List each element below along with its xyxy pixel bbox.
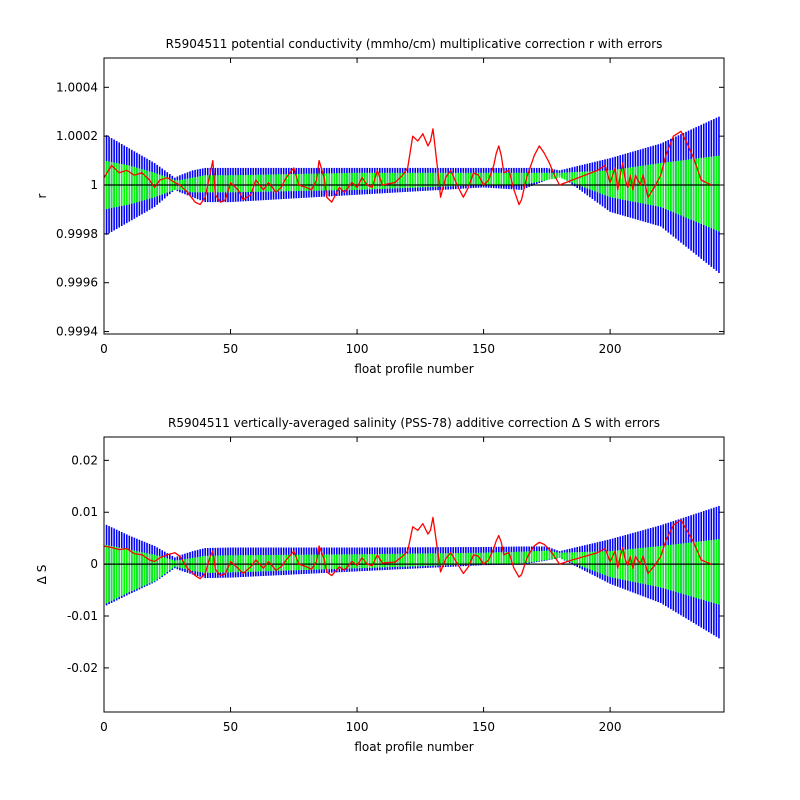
y-tick-label: 0.9998 [56,227,98,241]
y-tick-label: 0 [90,557,98,571]
y-tick-label: 0.9996 [56,276,98,290]
x-tick-label: 100 [346,342,369,356]
x-tick-label: 200 [599,720,622,734]
x-tick-label: 0 [100,720,108,734]
y-tick-label: 1.0004 [56,80,98,94]
y-tick-label: -0.01 [67,609,98,623]
x-axis-label: float profile number [354,740,473,754]
x-tick-label: 0 [100,342,108,356]
x-tick-label: 150 [472,342,495,356]
bottom-chart-panel: 0 50 100 150 200 -0.02 -0.01 0 0.01 0.02 R5904511 … [35,416,725,754]
axes-frame [103,57,725,335]
x-tick-label: 50 [223,342,238,356]
y-tick-label: 0.02 [71,453,98,467]
x-tick-label: 50 [223,720,238,734]
axes-frame [103,436,725,713]
plot-area [104,116,720,273]
plot-area [104,506,720,639]
y-axis-label: r [35,193,49,198]
chart-title: R5904511 potential conductivity (mmho/cm… [166,37,663,51]
x-tick-label: 100 [346,720,369,734]
error-inner-bars [105,155,720,232]
y-tick-label: 0.01 [71,505,98,519]
x-tick-label: 200 [599,342,622,356]
top-chart-panel: 0 50 100 150 200 0.9994 0.9996 0.9998 1 1.0002 1.0… [35,37,725,376]
y-tick-label: 0.9994 [56,325,98,339]
y-tick-label: 1.0002 [56,129,98,143]
y-axis-label: Δ S [35,565,49,585]
estimate-line [104,128,712,206]
x-tick-label: 150 [472,720,495,734]
estimate-line [104,516,712,580]
y-tick-label: 1 [90,178,98,192]
x-axis-label: float profile number [354,362,473,376]
chart-title: R5904511 vertically-averaged salinity (P… [168,416,660,430]
y-tick-label: -0.02 [67,661,98,675]
